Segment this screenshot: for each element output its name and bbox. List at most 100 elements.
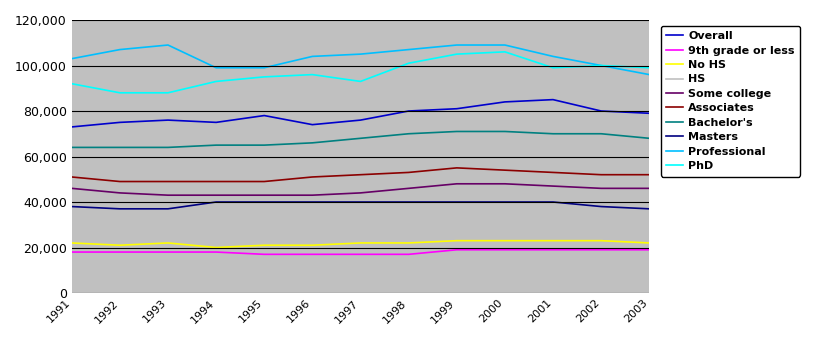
HS (356, 79, 366, 83)
Some college (356, 191, 366, 195)
HS (308, 70, 317, 74)
Bachelor's (67, 146, 77, 150)
PhD (548, 66, 558, 70)
Bachelor's (259, 143, 269, 147)
9th grade or less (115, 250, 125, 254)
HS (163, 88, 173, 92)
No HS (67, 241, 77, 245)
HS (500, 43, 510, 47)
No HS (163, 241, 173, 245)
Overall (211, 120, 221, 124)
Overall (452, 107, 462, 111)
Some college (115, 191, 125, 195)
Some college (404, 186, 414, 190)
Bachelor's (596, 132, 606, 136)
PhD (163, 91, 173, 95)
Overall (356, 118, 366, 122)
Masters (645, 207, 654, 211)
9th grade or less (211, 250, 221, 254)
Line: Overall: Overall (72, 100, 650, 127)
9th grade or less (548, 248, 558, 252)
Masters (115, 207, 125, 211)
Associates (356, 173, 366, 177)
No HS (259, 243, 269, 247)
PhD (308, 72, 317, 76)
No HS (596, 239, 606, 243)
Associates (211, 180, 221, 184)
Overall (500, 100, 510, 104)
Overall (115, 120, 125, 124)
Associates (163, 180, 173, 184)
9th grade or less (645, 248, 654, 252)
Bachelor's (645, 136, 654, 140)
Professional (500, 43, 510, 47)
Associates (67, 175, 77, 179)
HS (452, 48, 462, 52)
Overall (404, 109, 414, 113)
No HS (356, 241, 366, 245)
No HS (404, 241, 414, 245)
Some college (308, 193, 317, 197)
Some college (500, 182, 510, 186)
Masters (500, 200, 510, 204)
Associates (452, 166, 462, 170)
Overall (259, 114, 269, 118)
HS (115, 88, 125, 92)
9th grade or less (500, 248, 510, 252)
Masters (596, 205, 606, 209)
Some college (211, 193, 221, 197)
Masters (548, 200, 558, 204)
HS (645, 70, 654, 74)
Bachelor's (308, 141, 317, 145)
No HS (452, 239, 462, 243)
Professional (67, 57, 77, 61)
Some college (259, 193, 269, 197)
Overall (308, 123, 317, 127)
PhD (645, 66, 654, 70)
Overall (596, 109, 606, 113)
PhD (500, 50, 510, 54)
PhD (452, 52, 462, 56)
Some college (163, 193, 173, 197)
Associates (500, 168, 510, 172)
PhD (404, 61, 414, 65)
Line: PhD: PhD (72, 52, 650, 93)
9th grade or less (596, 248, 606, 252)
Professional (404, 48, 414, 52)
Masters (67, 205, 77, 209)
HS (67, 82, 77, 86)
PhD (356, 79, 366, 83)
Some college (452, 182, 462, 186)
No HS (115, 243, 125, 247)
Professional (308, 54, 317, 58)
Line: Associates: Associates (72, 168, 650, 182)
Masters (163, 207, 173, 211)
Line: 9th grade or less: 9th grade or less (72, 250, 650, 254)
Associates (404, 170, 414, 174)
Line: HS: HS (72, 45, 650, 90)
9th grade or less (452, 248, 462, 252)
9th grade or less (308, 252, 317, 256)
PhD (67, 82, 77, 86)
Professional (211, 66, 221, 70)
Masters (308, 200, 317, 204)
Professional (596, 64, 606, 68)
Associates (596, 173, 606, 177)
Masters (404, 200, 414, 204)
Overall (163, 118, 173, 122)
Professional (548, 54, 558, 58)
Associates (548, 170, 558, 174)
Legend: Overall, 9th grade or less, No HS, HS, Some college, Associates, Bachelor's, Mas: Overall, 9th grade or less, No HS, HS, S… (661, 26, 800, 177)
9th grade or less (404, 252, 414, 256)
No HS (211, 245, 221, 250)
HS (211, 72, 221, 76)
Professional (356, 52, 366, 56)
Professional (452, 43, 462, 47)
Line: Professional: Professional (72, 45, 650, 74)
Overall (548, 98, 558, 102)
PhD (259, 75, 269, 79)
Associates (308, 175, 317, 179)
Bachelor's (163, 146, 173, 150)
PhD (596, 64, 606, 68)
PhD (115, 91, 125, 95)
